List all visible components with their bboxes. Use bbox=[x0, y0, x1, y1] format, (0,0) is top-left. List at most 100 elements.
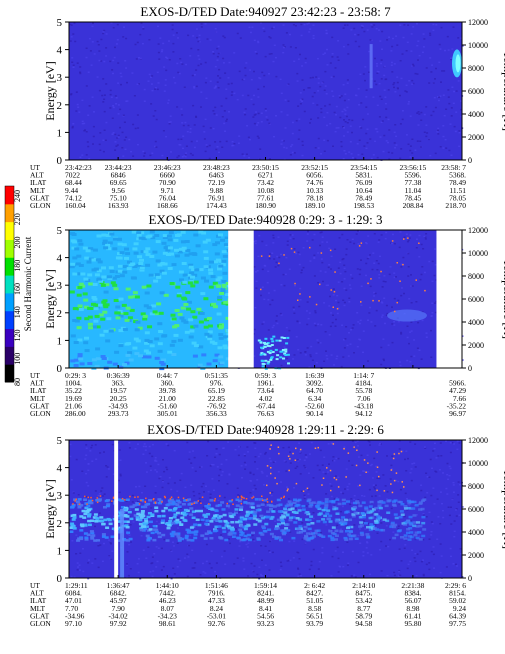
speckle bbox=[407, 103, 410, 105]
speckle bbox=[195, 115, 197, 118]
upper-dot bbox=[314, 447, 317, 449]
speckle bbox=[126, 522, 129, 524]
wideband-cell bbox=[143, 250, 149, 254]
speckle bbox=[158, 477, 161, 480]
speckle bbox=[298, 263, 301, 266]
speckle bbox=[195, 116, 198, 118]
speckle bbox=[430, 530, 433, 533]
speckle bbox=[448, 102, 451, 105]
band-cell bbox=[328, 520, 333, 523]
wideband-cell bbox=[91, 296, 97, 299]
band-cell bbox=[230, 526, 235, 529]
spike-cell bbox=[282, 357, 285, 360]
wideband-cell bbox=[90, 307, 96, 310]
speckle bbox=[255, 111, 258, 113]
sparse-dot bbox=[330, 289, 332, 291]
speckle bbox=[313, 257, 316, 260]
speckle bbox=[253, 540, 256, 542]
speckle bbox=[349, 343, 352, 345]
speckle bbox=[343, 446, 346, 448]
speckle bbox=[161, 480, 164, 482]
wideband-cell bbox=[115, 256, 121, 260]
speckle bbox=[312, 512, 315, 514]
speckle bbox=[424, 447, 427, 449]
speckle bbox=[87, 145, 90, 148]
speckle bbox=[273, 44, 276, 47]
speckle bbox=[259, 77, 262, 80]
speckle bbox=[411, 83, 414, 85]
speckle bbox=[155, 566, 158, 568]
wideband-cell bbox=[195, 244, 201, 248]
sparse-dot bbox=[372, 299, 374, 302]
wideband-cell bbox=[218, 336, 224, 340]
wideband-cell bbox=[118, 297, 124, 301]
spike-cell bbox=[261, 365, 265, 368]
speckle bbox=[257, 137, 260, 139]
band-cell bbox=[345, 530, 349, 533]
speckle bbox=[346, 122, 349, 124]
speckle bbox=[261, 575, 264, 577]
speckle bbox=[317, 82, 320, 84]
speckle bbox=[453, 90, 456, 93]
colorbar-segment bbox=[5, 239, 14, 258]
speckle bbox=[357, 561, 360, 564]
speckle bbox=[257, 96, 260, 98]
speckle bbox=[151, 89, 154, 92]
speckle bbox=[288, 559, 291, 562]
band-cell bbox=[324, 503, 329, 506]
y2-tick-label: 0 bbox=[468, 364, 472, 373]
wideband-cell bbox=[152, 310, 158, 314]
speckle bbox=[165, 56, 168, 59]
speckle bbox=[342, 339, 345, 341]
wideband-cell bbox=[107, 275, 112, 279]
speckle bbox=[291, 144, 294, 146]
band-cell bbox=[364, 508, 369, 511]
wideband-cell bbox=[87, 362, 93, 365]
table-cell: 8241. bbox=[257, 589, 274, 598]
speckle bbox=[83, 130, 86, 132]
speckle bbox=[461, 45, 464, 47]
speckle bbox=[340, 141, 343, 143]
speckle bbox=[212, 464, 215, 466]
band-cell bbox=[355, 501, 360, 505]
band-cell bbox=[315, 506, 320, 509]
band-cell bbox=[87, 515, 91, 518]
speckle bbox=[227, 538, 230, 540]
table-cell: 56.51 bbox=[306, 611, 323, 620]
speckle bbox=[108, 555, 111, 557]
sparse-dot bbox=[260, 255, 263, 257]
speckle bbox=[250, 562, 253, 565]
wideband-cell bbox=[171, 339, 177, 343]
speckle bbox=[430, 521, 433, 523]
band-cell bbox=[226, 525, 231, 528]
wideband-cell bbox=[102, 299, 108, 303]
speckle bbox=[328, 334, 331, 336]
speckle bbox=[220, 555, 223, 558]
table-cell: 21.00 bbox=[159, 394, 176, 403]
band-cell bbox=[366, 511, 371, 514]
speckle bbox=[425, 516, 428, 518]
band-cell bbox=[116, 510, 121, 513]
band-cell bbox=[366, 509, 371, 513]
speckle bbox=[428, 538, 431, 540]
speckle bbox=[299, 287, 302, 290]
speckle bbox=[123, 139, 126, 141]
band-cell bbox=[157, 532, 162, 535]
speckle bbox=[335, 114, 337, 116]
table-cell: 1:14: 7 bbox=[353, 371, 374, 380]
speckle bbox=[155, 471, 158, 473]
speckle bbox=[367, 319, 369, 321]
band-cell bbox=[406, 519, 411, 522]
speckle bbox=[91, 25, 94, 28]
band-cell bbox=[119, 499, 124, 502]
speckle bbox=[297, 251, 300, 254]
speckle bbox=[214, 141, 217, 143]
speckle bbox=[418, 113, 421, 115]
wideband-cell bbox=[159, 291, 165, 295]
wideband-cell bbox=[101, 275, 107, 279]
band-cell bbox=[83, 498, 88, 501]
speckle bbox=[153, 553, 156, 555]
speckle bbox=[363, 495, 366, 497]
wideband-cell bbox=[105, 339, 111, 343]
speckle bbox=[442, 472, 444, 474]
